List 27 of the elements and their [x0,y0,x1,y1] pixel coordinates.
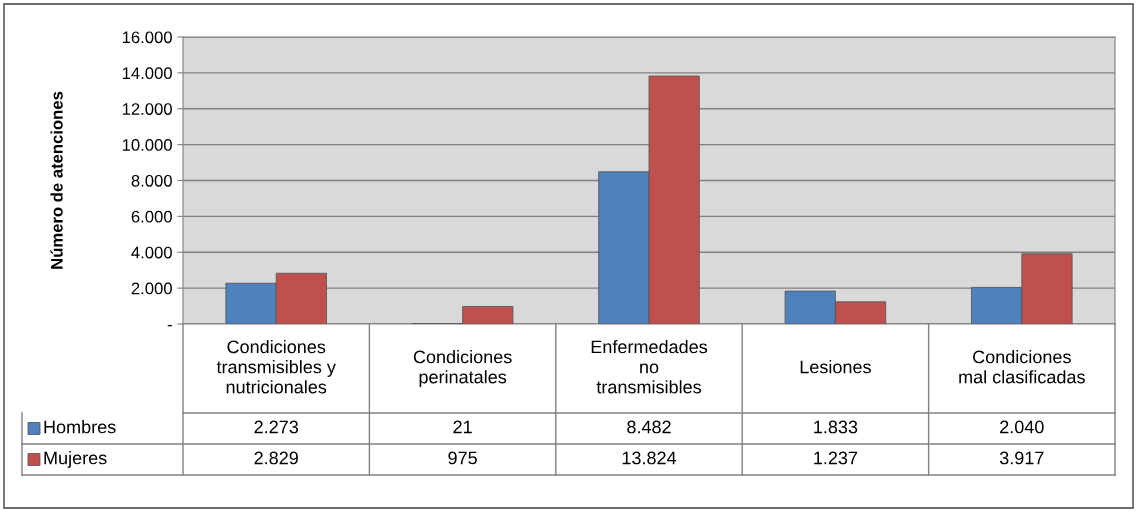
data-label: 2.829 [254,451,298,465]
data-label: 1.237 [814,451,858,465]
y-tick-label: 12.000 [122,103,172,115]
data-label: 2.273 [254,420,298,434]
data-label: 1.833 [814,420,858,434]
x-tick-label: Enfermedades no transmisibles [591,339,708,394]
legend-label: Mujeres [44,451,107,468]
x-tick-label: Condiciones transmisibles y nutricionales [216,339,336,394]
y-tick-label: 16.000 [122,31,172,44]
data-label: 3.917 [999,451,1044,465]
y-tick-label: 6.000 [131,210,172,223]
data-label: 21 [453,420,472,434]
x-tick-label: Condiciones perinatales [413,350,512,387]
x-tick-label: Condiciones mal clasificadas [959,350,1085,384]
x-tick-label: Lesiones [800,360,871,374]
y-axis-title: Número de atenciones [50,91,63,269]
data-label: 13.824 [622,451,677,465]
y-tick-label: 14.000 [122,67,172,80]
y-tick-label: 2.000 [131,282,172,295]
data-label: 2.040 [1000,420,1044,434]
legend-label: Hombres [44,420,116,434]
y-tick-label: - [167,324,172,327]
y-tick-label: 10.000 [122,139,172,151]
y-tick-label: 8.000 [131,174,172,187]
data-label: 975 [448,451,477,465]
data-label: 8.482 [627,420,671,434]
y-tick-label: 4.000 [131,246,172,259]
